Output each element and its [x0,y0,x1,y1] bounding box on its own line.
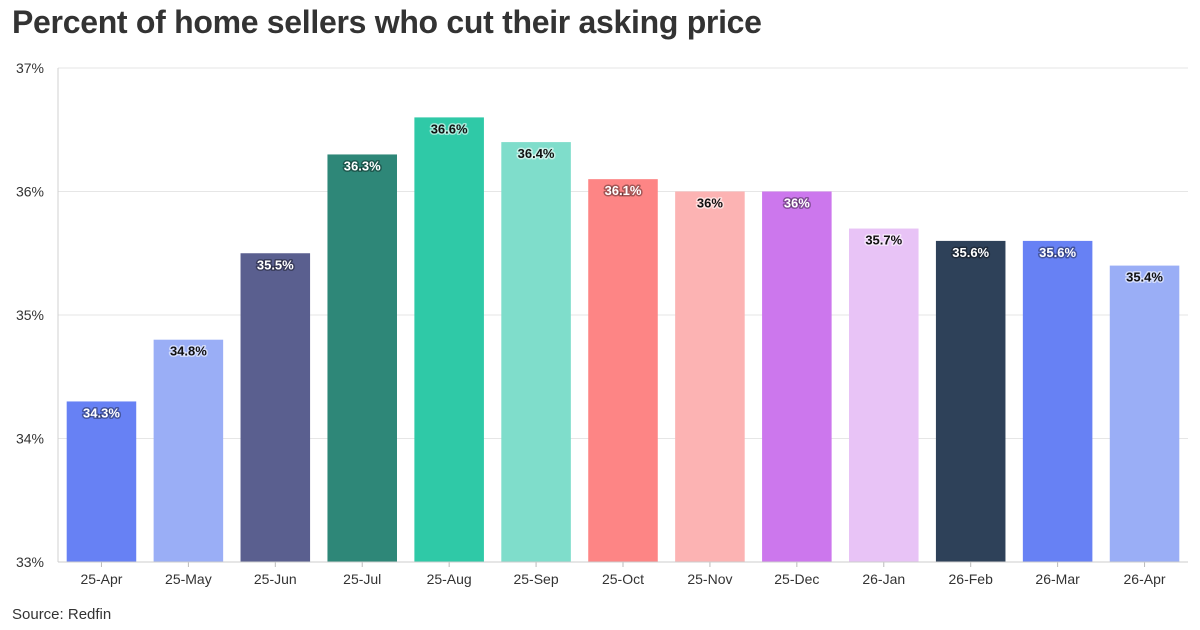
bar-data-label: 36% [697,196,723,211]
y-tick-label: 36% [16,184,44,200]
source-note: Source: Redfin [12,606,112,623]
x-tick-label: 25-Jul [343,571,381,587]
bar [849,228,919,563]
bars: 34.3% 34.8% 35.5% 36.3% 36.6% 36.4% 36.1% 36% 36… [66,117,1180,563]
bar-data-label: 35.7% [865,233,902,248]
bar [675,191,745,562]
bar-data-label: 36.6% [431,121,468,136]
x-tick-label: 25-Dec [774,571,819,587]
bar-data-label: 35.5% [257,257,294,272]
bar [1109,265,1180,562]
bar-data-label: 35.6% [1039,245,1076,260]
bar [1022,240,1093,562]
x-tick-label: 26-Feb [949,571,994,587]
bar [66,401,137,562]
bar [762,191,832,562]
x-tick-label: 26-Jan [862,571,905,587]
bar-data-label: 36.1% [605,183,642,198]
x-tick-label: 25-May [165,571,212,587]
bar [501,142,571,562]
x-tick-label: 25-Jun [254,571,297,587]
y-tick-label: 35% [16,307,44,323]
y-axis: 33% 34% 35% 36% 37% [16,60,59,570]
x-axis: 25-Apr 25-May 25-Jun 25-Jul 25-Aug 25-Sep 25-O… [58,561,1188,587]
bar-data-label: 34.3% [83,405,120,420]
bar-data-label: 35.4% [1126,270,1163,285]
bar-data-label: 36.3% [344,158,381,173]
y-tick-label: 37% [16,60,44,76]
bar [240,253,311,562]
bar [588,179,658,562]
bar-data-label: 34.8% [170,344,207,359]
bar-data-label: 35.6% [952,245,989,260]
x-tick-label: 26-Apr [1124,571,1166,587]
bar-data-label: 36.4% [518,146,555,161]
bar [153,339,224,562]
y-tick-label: 33% [16,554,44,570]
x-tick-label: 25-Nov [687,571,732,587]
bar-data-label: 36% [784,196,810,211]
bar [327,154,397,562]
chart-title: Percent of home sellers who cut their as… [12,4,762,40]
x-tick-label: 25-Sep [513,571,558,587]
x-tick-label: 25-Apr [80,571,122,587]
x-tick-label: 25-Oct [602,571,644,587]
bar [414,117,484,563]
x-tick-label: 25-Aug [427,571,472,587]
y-tick-label: 34% [16,431,44,447]
bar [935,240,1006,562]
x-tick-label: 26-Mar [1035,571,1080,587]
